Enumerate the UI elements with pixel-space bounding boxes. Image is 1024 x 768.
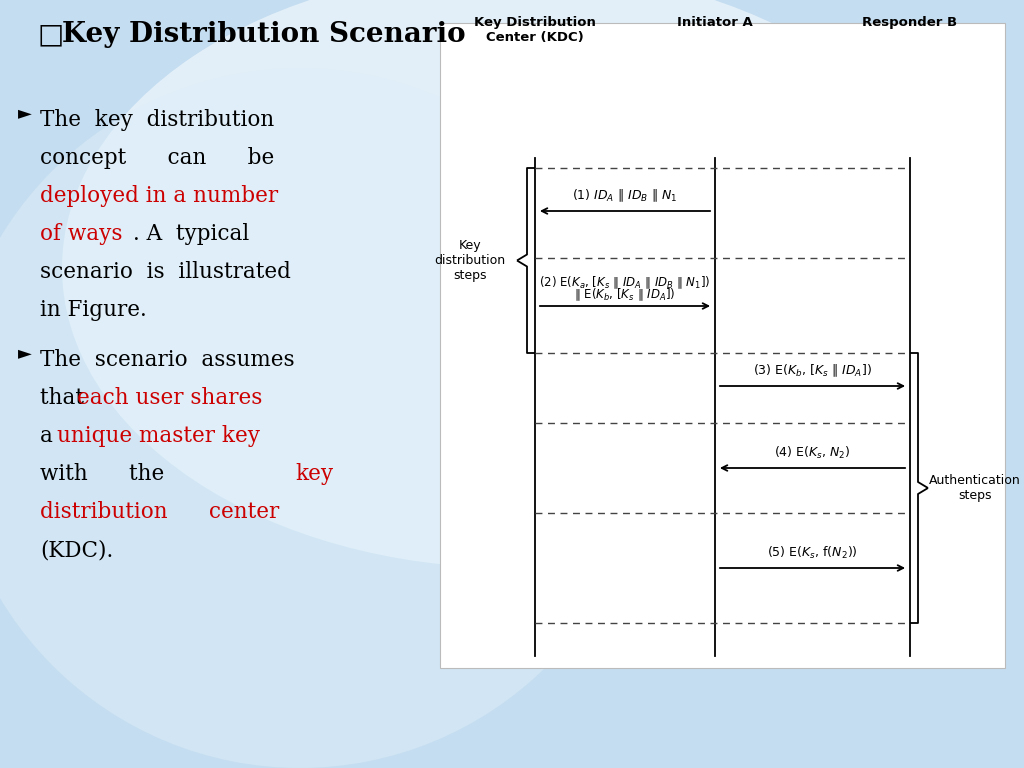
Text: Initiator A: Initiator A: [677, 16, 753, 29]
Bar: [440, 23, 1005, 668]
Ellipse shape: [0, 68, 650, 768]
Text: Key
distribution
steps: Key distribution steps: [434, 239, 506, 282]
Text: deployed in a number: deployed in a number: [40, 185, 279, 207]
Ellipse shape: [62, 0, 962, 568]
Text: (4) E($K_s$, $N_2$): (4) E($K_s$, $N_2$): [774, 445, 851, 461]
Text: distribution      center: distribution center: [40, 501, 280, 523]
Text: Key Distribution
Center (KDC): Key Distribution Center (KDC): [474, 16, 596, 44]
Text: each user shares: each user shares: [77, 387, 262, 409]
Text: (5) E($K_s$, f($N_2$)): (5) E($K_s$, f($N_2$)): [767, 545, 858, 561]
Text: (2) E($K_a$, [$K_s$ ∥ $ID_A$ ∥ $ID_B$ ∥ $N_1$]): (2) E($K_a$, [$K_s$ ∥ $ID_A$ ∥ $ID_B$ ∥ …: [540, 274, 711, 291]
Text: The  key  distribution: The key distribution: [40, 109, 274, 131]
Text: of ways: of ways: [40, 223, 123, 245]
Text: a: a: [40, 425, 59, 447]
Text: The  scenario  assumes: The scenario assumes: [40, 349, 295, 371]
Text: ►: ►: [18, 104, 32, 122]
Text: □: □: [38, 22, 65, 48]
Text: (1) $ID_A$ ∥ $ID_B$ ∥ $N_1$: (1) $ID_A$ ∥ $ID_B$ ∥ $N_1$: [572, 187, 678, 204]
Text: key: key: [295, 463, 333, 485]
Text: unique master key: unique master key: [57, 425, 260, 447]
Text: in Figure.: in Figure.: [40, 299, 146, 321]
Text: Authentication
steps: Authentication steps: [929, 474, 1021, 502]
Text: (3) E($K_b$, [$K_s$ ∥ $ID_A$]): (3) E($K_b$, [$K_s$ ∥ $ID_A$]): [753, 362, 872, 379]
Text: (KDC).: (KDC).: [40, 539, 114, 561]
Text: Key Distribution Scenario: Key Distribution Scenario: [62, 22, 466, 48]
Text: ►: ►: [18, 344, 32, 362]
Text: . A  typical: . A typical: [133, 223, 249, 245]
Text: that: that: [40, 387, 91, 409]
Text: ∥ E($K_b$, [$K_s$ ∥ $ID_A$]): ∥ E($K_b$, [$K_s$ ∥ $ID_A$]): [574, 286, 676, 303]
Text: Responder B: Responder B: [862, 16, 957, 29]
Text: scenario  is  illustrated: scenario is illustrated: [40, 261, 291, 283]
Text: concept      can      be: concept can be: [40, 147, 274, 169]
Text: with      the: with the: [40, 463, 206, 485]
